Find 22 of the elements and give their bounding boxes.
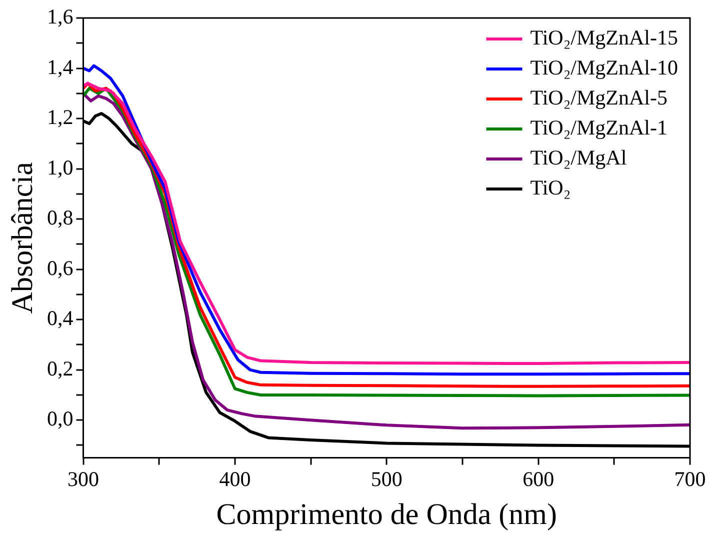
y-tick-label: 0,8 (47, 206, 74, 230)
y-tick-label: 1,6 (47, 4, 74, 29)
legend-label: TiO₂/MgZnAl-1 (530, 116, 668, 140)
y-tick-label: 1,0 (47, 155, 74, 180)
y-tick-label: 0,0 (47, 406, 74, 431)
x-axis-title: Comprimento de Onda (nm) (216, 498, 558, 531)
legend-label: TiO₂/MgZnAl-5 (530, 86, 668, 110)
y-tick-label: 0,4 (47, 306, 74, 330)
legend-label: TiO₂/MgZnAl-10 (530, 56, 678, 80)
y-tick-label: 1,4 (47, 54, 74, 79)
x-tick-label: 600 (522, 466, 554, 491)
x-tick-label: 500 (370, 466, 402, 491)
x-tick-label: 400 (219, 466, 251, 491)
x-tick-label: 300 (68, 466, 99, 491)
legend-label: TiO₂/MgZnAl-15 (530, 26, 678, 50)
x-tick-label: 700 (674, 466, 706, 491)
legend-label: TiO₂/MgAl (530, 146, 627, 170)
legend-label: TiO₂ (530, 176, 571, 200)
y-tick-label: 1,2 (47, 105, 74, 130)
y-tick-label: 0,2 (47, 356, 74, 380)
y-axis-title: Absorbância (6, 162, 39, 314)
y-tick-label: 0,6 (47, 256, 74, 280)
